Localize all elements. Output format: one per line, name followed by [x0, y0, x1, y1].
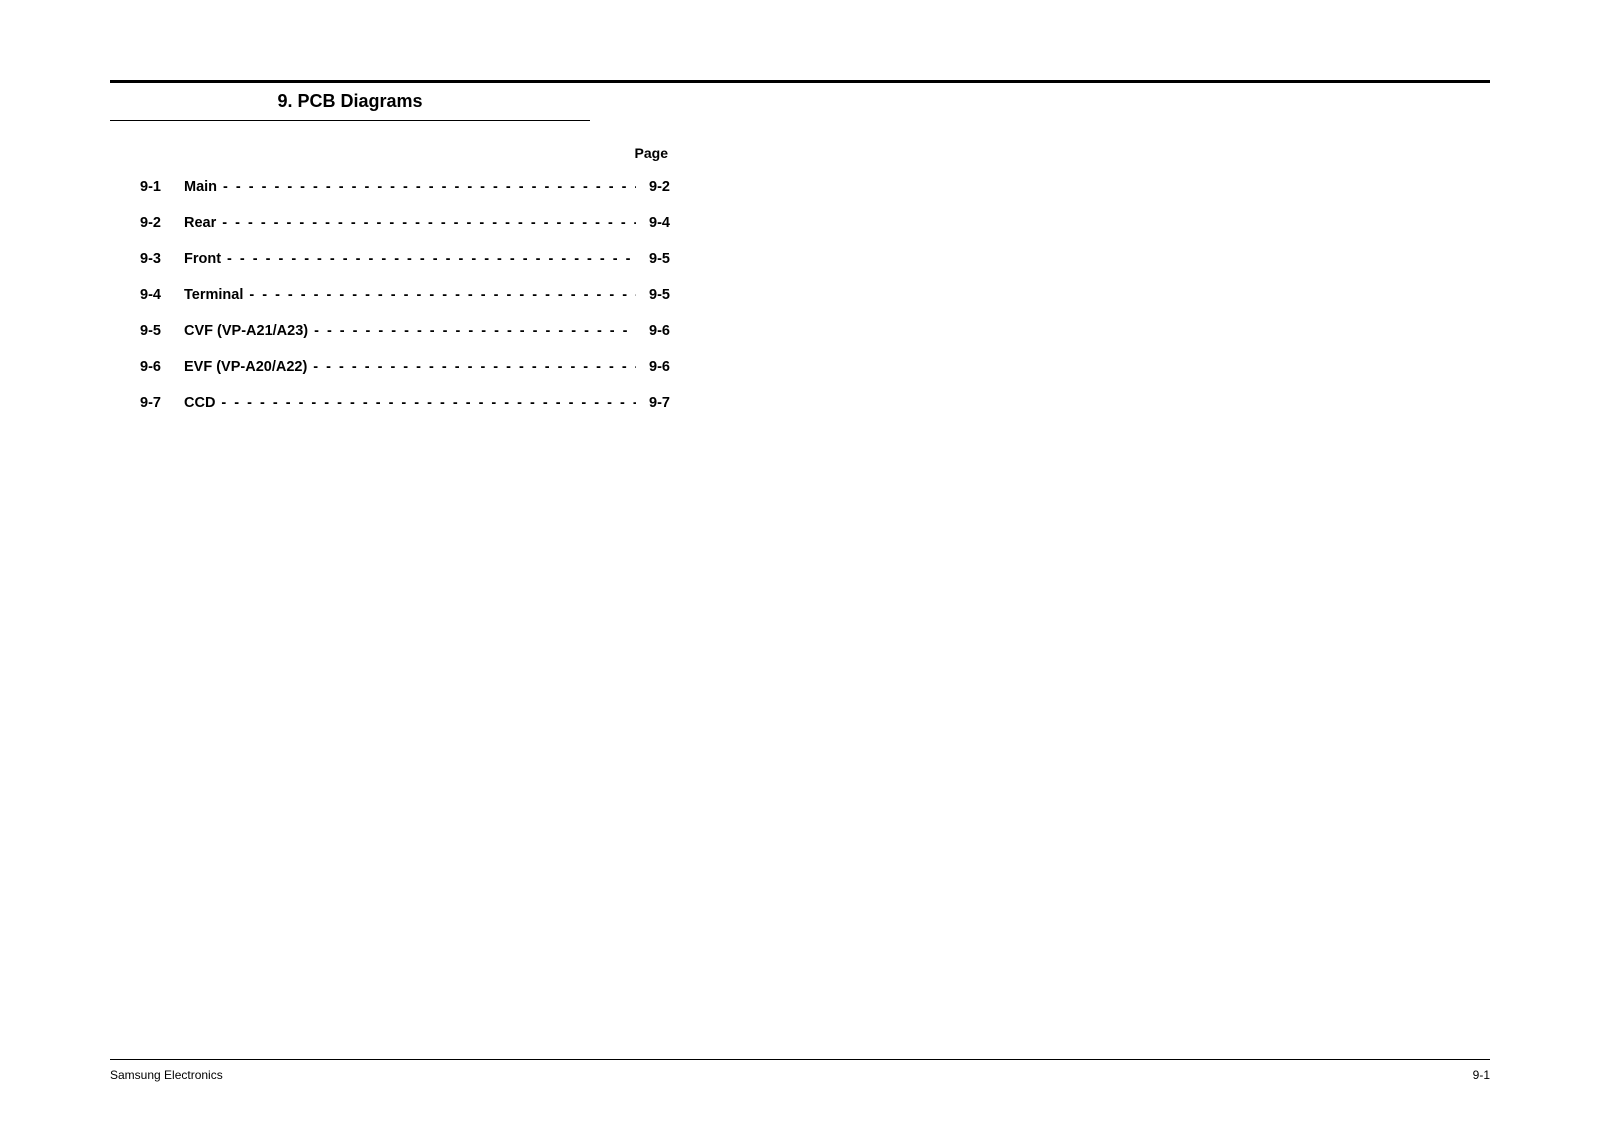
toc-entry-leader: - - - - - - - - - - - - - - - - - - - - …	[243, 287, 636, 303]
toc-entry-number: 9-2	[140, 215, 184, 231]
toc-page-header: Page	[140, 145, 670, 161]
toc-entry-label: Terminal	[184, 287, 243, 303]
toc-entry-number: 9-3	[140, 251, 184, 267]
toc-entry-leader: - - - - - - - - - - - - - - - - - - - - …	[217, 179, 636, 195]
toc-entry-page: 9-6	[636, 323, 670, 339]
title-section: 9. PCB Diagrams	[110, 91, 590, 121]
toc-entry: 9-5CVF (VP-A21/A23)- - - - - - - - - - -…	[140, 323, 670, 339]
toc-entry: 9-2Rear- - - - - - - - - - - - - - - - -…	[140, 215, 670, 231]
page-container: 9. PCB Diagrams Page 9-1Main- - - - - - …	[0, 0, 1600, 1132]
top-rule	[110, 80, 1490, 83]
toc-entry-page: 9-5	[636, 251, 670, 267]
chapter-title: 9. PCB Diagrams	[110, 91, 590, 112]
toc-entry-page: 9-2	[636, 179, 670, 195]
toc-list: 9-1Main- - - - - - - - - - - - - - - - -…	[140, 179, 670, 411]
toc-entry-leader: - - - - - - - - - - - - - - - - - - - - …	[308, 323, 636, 339]
footer-left: Samsung Electronics	[110, 1068, 223, 1082]
toc-entry-number: 9-5	[140, 323, 184, 339]
toc-entry-label: EVF (VP-A20/A22)	[184, 359, 307, 375]
toc-entry-page: 9-5	[636, 287, 670, 303]
toc-entry-label: CCD	[184, 395, 215, 411]
toc-entry-leader: - - - - - - - - - - - - - - - - - - - - …	[216, 215, 636, 231]
toc-entry: 9-1Main- - - - - - - - - - - - - - - - -…	[140, 179, 670, 195]
toc-entry-leader: - - - - - - - - - - - - - - - - - - - - …	[215, 395, 636, 411]
toc-entry-number: 9-7	[140, 395, 184, 411]
toc-entry-page: 9-7	[636, 395, 670, 411]
toc-entry-label: Rear	[184, 215, 216, 231]
toc-entry-number: 9-4	[140, 287, 184, 303]
toc-entry: 9-6EVF (VP-A20/A22)- - - - - - - - - - -…	[140, 359, 670, 375]
toc-entry-page: 9-4	[636, 215, 670, 231]
toc-entry-number: 9-6	[140, 359, 184, 375]
toc-entry-page: 9-6	[636, 359, 670, 375]
toc-entry-label: Front	[184, 251, 221, 267]
toc-entry-leader: - - - - - - - - - - - - - - - - - - - - …	[307, 359, 636, 375]
toc-entry: 9-4Terminal- - - - - - - - - - - - - - -…	[140, 287, 670, 303]
toc-entry-label: Main	[184, 179, 217, 195]
footer: Samsung Electronics 9-1	[110, 1059, 1490, 1082]
toc-container: Page 9-1Main- - - - - - - - - - - - - - …	[110, 145, 670, 431]
toc-entry-label: CVF (VP-A21/A23)	[184, 323, 308, 339]
footer-right: 9-1	[1473, 1068, 1490, 1082]
toc-entry: 9-7CCD- - - - - - - - - - - - - - - - - …	[140, 395, 670, 411]
toc-entry: 9-3Front- - - - - - - - - - - - - - - - …	[140, 251, 670, 267]
toc-entry-leader: - - - - - - - - - - - - - - - - - - - - …	[221, 251, 636, 267]
toc-entry-number: 9-1	[140, 179, 184, 195]
